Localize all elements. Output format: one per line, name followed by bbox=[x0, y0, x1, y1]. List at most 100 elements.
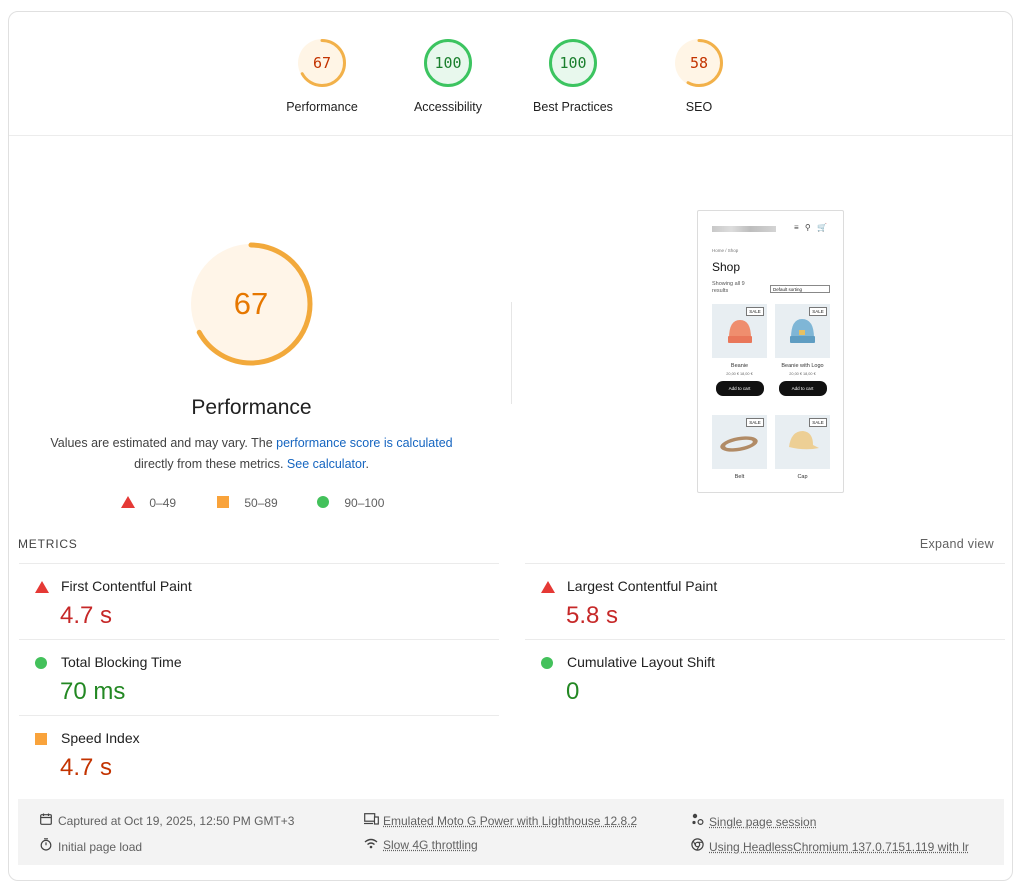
beanie-image-icon bbox=[728, 320, 752, 343]
metric-speed-index: Speed Index 4.7 s bbox=[19, 715, 499, 791]
product-name: Beanie bbox=[730, 363, 749, 369]
report-card: 67 Performance 100 Accessibility 100 Bes… bbox=[8, 11, 1013, 881]
sale-badge: SALE bbox=[809, 418, 827, 427]
expand-view-toggle[interactable]: Expand view bbox=[919, 537, 994, 551]
desc-text: . bbox=[365, 457, 369, 471]
legend-fail-label: 0–49 bbox=[149, 496, 177, 510]
browser-text: Using HeadlessChromium 137.0.7151.119 wi… bbox=[709, 840, 969, 854]
gauge-label: Best Practices bbox=[533, 100, 613, 114]
pass-circle-icon bbox=[317, 496, 329, 508]
product-image: SALE bbox=[712, 415, 767, 469]
cap-image-icon bbox=[789, 431, 819, 450]
product-card: SALE Beanie with Logo 20,00 € 18,00 € Ad… bbox=[775, 304, 830, 396]
gauge-score: 100 bbox=[559, 54, 587, 72]
score-calculated-link[interactable]: performance score is calculated bbox=[276, 436, 453, 450]
metric-title: Largest Contentful Paint bbox=[567, 578, 718, 594]
fail-triangle-icon bbox=[35, 581, 49, 593]
session-type[interactable]: Single page session bbox=[690, 813, 816, 829]
metric-value: 4.7 s bbox=[60, 602, 113, 629]
score-gauges: 67 Performance 100 Accessibility 100 Bes… bbox=[9, 12, 1012, 136]
metric-title: Speed Index bbox=[61, 730, 140, 746]
product-name: Cap bbox=[797, 474, 808, 480]
emulated-device[interactable]: Emulated Moto G Power with Lighthouse 12… bbox=[364, 813, 637, 828]
network-throttling[interactable]: Slow 4G throttling bbox=[364, 838, 478, 852]
session-icon bbox=[690, 813, 704, 829]
throttling-text: Slow 4G throttling bbox=[383, 838, 478, 852]
metric-total-blocking-time: Total Blocking Time 70 ms bbox=[19, 639, 499, 715]
gauge-performance[interactable]: 67 Performance bbox=[257, 37, 387, 114]
product-image: SALE bbox=[775, 415, 830, 469]
metric-cumulative-layout-shift: Cumulative Layout Shift 0 bbox=[525, 639, 1005, 715]
gauge-ring-seo bbox=[675, 39, 723, 87]
gauge-ring-best-practices bbox=[549, 39, 597, 87]
performance-description: Values are estimated and may vary. The p… bbox=[45, 433, 458, 475]
metric-title: Cumulative Layout Shift bbox=[567, 654, 715, 670]
gauge-accessibility[interactable]: 100 Accessibility bbox=[383, 37, 513, 114]
product-image: SALE bbox=[775, 304, 830, 358]
performance-title: Performance bbox=[191, 396, 312, 419]
site-heading: Shop bbox=[712, 260, 741, 274]
metrics-heading: METRICS bbox=[18, 537, 78, 551]
legend-average: 50–89 bbox=[217, 496, 278, 510]
performance-score: 67 bbox=[233, 286, 269, 321]
product-name: Belt bbox=[734, 474, 745, 480]
metric-title: Total Blocking Time bbox=[61, 654, 182, 670]
beanie-logo-image-icon bbox=[790, 319, 815, 343]
gauge-label: Accessibility bbox=[413, 100, 483, 114]
timer-icon bbox=[39, 838, 53, 854]
gauge-label: SEO bbox=[685, 100, 713, 114]
product-name: Beanie with Logo bbox=[781, 363, 824, 369]
legend-fail: 0–49 bbox=[121, 496, 176, 510]
load-text: Initial page load bbox=[58, 840, 143, 854]
sale-badge: SALE bbox=[746, 418, 764, 427]
product-image: SALE bbox=[712, 304, 767, 358]
captured-text: Captured at Oct 19, 2025, 12:50 PM GMT+3 bbox=[58, 814, 295, 828]
metric-first-contentful-paint: First Contentful Paint 4.7 s bbox=[19, 563, 499, 639]
gauge-ring-performance bbox=[298, 39, 346, 87]
site-breadcrumb: Home / Shop bbox=[712, 248, 739, 253]
captured-at: Captured at Oct 19, 2025, 12:50 PM GMT+3 bbox=[39, 813, 294, 828]
session-text: Single page session bbox=[709, 815, 817, 829]
average-square-icon bbox=[35, 733, 47, 745]
desc-text: directly from these metrics. bbox=[134, 457, 287, 471]
metric-value: 0 bbox=[566, 678, 580, 705]
runtime-settings: Captured at Oct 19, 2025, 12:50 PM GMT+3… bbox=[18, 799, 1004, 865]
site-header-icons: ≡ ⚲ 🛒 bbox=[794, 223, 829, 232]
calendar-icon bbox=[39, 813, 53, 828]
devices-icon bbox=[364, 813, 379, 828]
see-calculator-link[interactable]: See calculator bbox=[286, 457, 366, 471]
average-square-icon bbox=[217, 496, 229, 508]
performance-gauge: 67 bbox=[187, 240, 315, 368]
chrome-icon bbox=[690, 838, 704, 854]
metric-value: 70 ms bbox=[60, 678, 126, 705]
metric-title: First Contentful Paint bbox=[61, 578, 192, 594]
browser-info[interactable]: Using HeadlessChromium 137.0.7151.119 wi… bbox=[690, 838, 969, 854]
device-text: Emulated Moto G Power with Lighthouse 12… bbox=[383, 814, 638, 828]
sale-badge: SALE bbox=[809, 307, 827, 316]
add-to-cart-button: Add to cart bbox=[778, 381, 827, 396]
metric-value: 4.7 s bbox=[60, 754, 113, 781]
product-card: SALE Cap bbox=[775, 415, 830, 480]
site-results-count: Showing all 9 results bbox=[712, 281, 745, 294]
metric-largest-contentful-paint: Largest Contentful Paint 5.8 s bbox=[525, 563, 1005, 639]
gauge-best-practices[interactable]: 100 Best Practices bbox=[508, 37, 638, 114]
page-load-type: Initial page load bbox=[39, 838, 142, 854]
gauge-seo[interactable]: 58 SEO bbox=[634, 37, 764, 114]
add-to-cart-button: Add to cart bbox=[715, 381, 764, 396]
final-screenshot[interactable]: ≡ ⚲ 🛒 Home / Shop Shop Showing all 9 res… bbox=[697, 210, 844, 493]
legend-pass: 90–100 bbox=[317, 496, 384, 510]
wifi-icon bbox=[364, 838, 378, 852]
pass-circle-icon bbox=[541, 657, 553, 669]
legend-average-label: 50–89 bbox=[244, 496, 278, 510]
gauge-score: 67 bbox=[312, 54, 332, 72]
legend-pass-label: 90–100 bbox=[344, 496, 385, 510]
sale-badge: SALE bbox=[746, 307, 764, 316]
gauge-score: 100 bbox=[434, 54, 462, 72]
metric-value: 5.8 s bbox=[566, 602, 619, 629]
product-card: SALE Belt bbox=[712, 415, 767, 480]
product-card: SALE Beanie 20,00 € 18,00 € Add to cart bbox=[712, 304, 767, 396]
product-price: 20,00 € 18,00 € bbox=[726, 372, 753, 376]
gauge-ring-accessibility bbox=[424, 39, 472, 87]
fail-triangle-icon bbox=[541, 581, 555, 593]
desc-text: Values are estimated and may vary. The bbox=[50, 436, 277, 450]
